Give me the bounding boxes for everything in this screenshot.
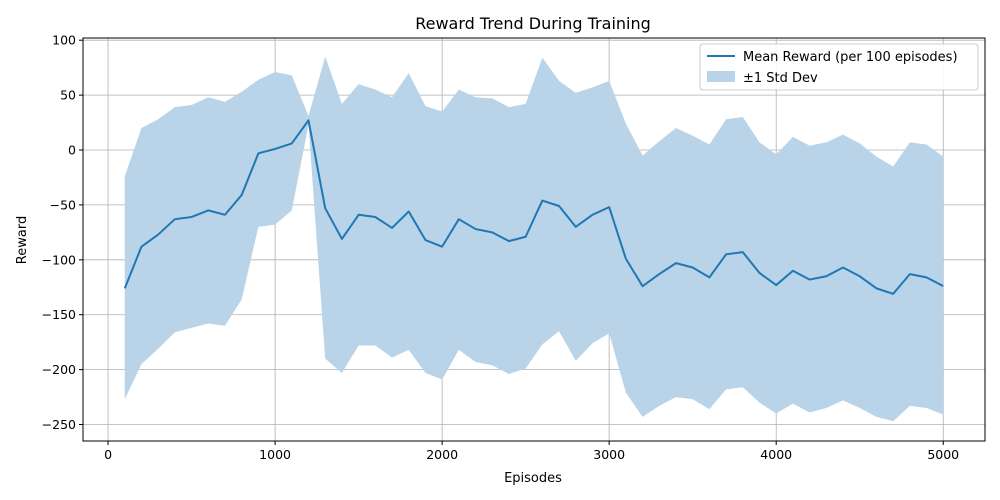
y-tick-label: −100 [42, 252, 76, 267]
x-tick-label: 0 [104, 447, 112, 462]
y-tick-label: 100 [52, 33, 76, 48]
x-tick-label: 5000 [927, 447, 959, 462]
std-dev-band [124, 56, 944, 422]
legend-band-swatch [707, 71, 735, 82]
mean-reward-line [123, 119, 944, 295]
std-band-layer [124, 56, 944, 422]
chart-title: Reward Trend During Training [415, 14, 651, 33]
y-tick-label: −150 [42, 307, 76, 322]
legend: Mean Reward (per 100 episodes) ±1 Std De… [699, 43, 979, 91]
legend-label-std-dev: ±1 Std Dev [743, 71, 818, 86]
y-tick-label: −50 [50, 197, 76, 212]
x-tick-label: 3000 [593, 447, 625, 462]
x-tick-label: 2000 [426, 447, 458, 462]
plot-frame [82, 37, 986, 442]
y-axis-ticks: −250 −200 −150 −100 −50 0 50 100 [42, 33, 83, 432]
y-tick-label: −250 [42, 417, 76, 432]
y-tick-label: −200 [42, 362, 76, 377]
mean-line-layer [123, 119, 944, 295]
x-axis-label: Episodes [504, 471, 562, 486]
y-tick-label: 0 [68, 143, 76, 158]
x-tick-label: 4000 [760, 447, 792, 462]
x-tick-label: 1000 [259, 447, 291, 462]
legend-label-mean-reward: Mean Reward (per 100 episodes) [743, 50, 958, 65]
y-tick-label: 50 [60, 88, 76, 103]
x-axis-ticks: 0 1000 2000 3000 4000 5000 [104, 441, 959, 462]
y-axis-label: Reward [15, 216, 30, 264]
legend-box [699, 43, 979, 91]
